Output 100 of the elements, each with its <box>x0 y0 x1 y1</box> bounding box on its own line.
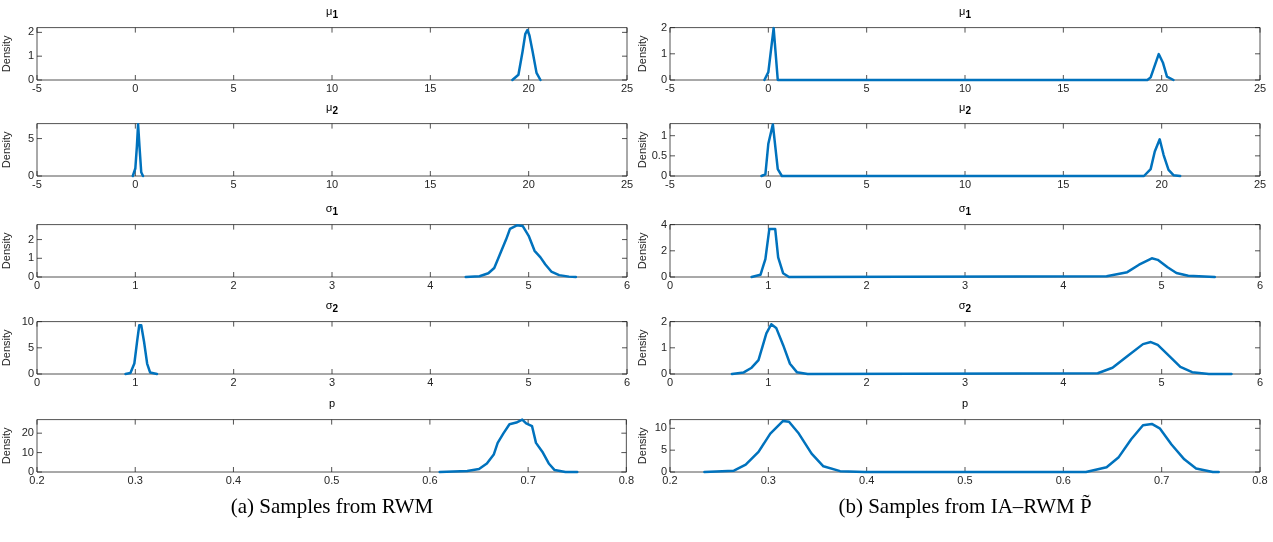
x-tick-label: 20 <box>1155 177 1168 190</box>
x-tick-label: 0.7 <box>520 473 536 486</box>
x-tick-label: 5 <box>863 177 870 190</box>
x-tick-label: 15 <box>1057 177 1070 190</box>
x-tick-label: 0.3 <box>127 473 143 486</box>
y-axis-title: Density <box>0 130 12 169</box>
x-tick-label: 6 <box>1256 375 1264 388</box>
text: (b) Samples from IA–RWM P̃ <box>837 494 1093 519</box>
x-tick-label: 1 <box>132 278 139 291</box>
x-tick-label: 2 <box>230 278 237 291</box>
y-tick-label: 0 <box>27 270 34 283</box>
y-tick-label: 0 <box>27 169 34 182</box>
y-tick-label: 0 <box>660 367 667 380</box>
x-tick-label: 0 <box>132 81 139 94</box>
x-tick-label: 0 <box>765 177 772 190</box>
chart-title: p <box>960 396 970 410</box>
y-tick-label: 0 <box>660 73 667 86</box>
y-tick-label: 4 <box>660 217 667 230</box>
x-tick-label: 4 <box>427 278 434 291</box>
x-tick-label: 3 <box>961 278 969 291</box>
x-tick-label: 3 <box>328 278 336 291</box>
x-tick-label: 0.8 <box>1252 473 1268 486</box>
x-tick-label: 20 <box>522 81 535 94</box>
y-axis-title: Density <box>0 328 12 367</box>
x-tick-label: 0.3 <box>760 473 776 486</box>
x-tick-label: 0 <box>132 177 139 190</box>
y-tick-label: 20 <box>21 426 34 439</box>
x-tick-label: 4 <box>427 375 434 388</box>
x-tick-label: 10 <box>958 81 972 94</box>
x-tick-label: 5 <box>230 177 237 190</box>
y-tick-label: 2 <box>660 243 667 256</box>
x-tick-label: 5 <box>1158 375 1165 388</box>
x-tick-label: 15 <box>424 81 437 94</box>
x-tick-label: 4 <box>1060 278 1067 291</box>
y-tick-label: 0 <box>27 465 34 478</box>
y-axis-title: Density <box>635 328 648 367</box>
x-tick-label: 15 <box>1057 81 1070 94</box>
y-axis-title: Density <box>635 130 648 169</box>
x-tick-label: 5 <box>1158 278 1165 291</box>
x-tick-label: 5 <box>230 81 237 94</box>
y-axis-title: Density <box>0 426 12 465</box>
x-tick-label: 0.5 <box>957 473 973 486</box>
x-tick-label: 6 <box>623 375 631 388</box>
y-tick-label: 2 <box>27 25 34 38</box>
y-tick-label: 0 <box>27 73 34 86</box>
x-tick-label: 5 <box>525 375 532 388</box>
x-tick-label: 15 <box>424 177 437 190</box>
x-tick-label: 10 <box>325 177 339 190</box>
y-tick-label: 0 <box>660 270 667 283</box>
y-tick-label: 10 <box>21 445 34 458</box>
x-tick-label: 6 <box>1256 278 1264 291</box>
x-tick-label: 20 <box>1155 81 1168 94</box>
x-tick-label: 5 <box>525 278 532 291</box>
y-tick-label: 0 <box>660 169 667 182</box>
x-tick-label: 25 <box>620 81 634 94</box>
y-tick-label: 0 <box>660 465 667 478</box>
x-tick-label: 25 <box>620 177 634 190</box>
x-tick-label: 1 <box>765 375 772 388</box>
y-tick-label: 1 <box>27 251 34 264</box>
x-tick-label: 0.7 <box>1154 473 1170 486</box>
x-tick-label: 1 <box>765 278 772 291</box>
x-tick-label: -5 <box>32 81 42 94</box>
x-tick-label: -5 <box>32 177 42 190</box>
y-axis-title: Density <box>635 34 648 73</box>
x-tick-label: 4 <box>1060 375 1067 388</box>
x-tick-label: 2 <box>863 375 870 388</box>
x-tick-label: 0.4 <box>225 473 242 486</box>
y-tick-label: 1 <box>660 46 667 59</box>
x-tick-label: 0.8 <box>618 473 634 486</box>
x-tick-label: 3 <box>328 375 336 388</box>
x-tick-label: 0.6 <box>422 473 438 486</box>
y-tick-label: 10 <box>654 421 667 434</box>
x-tick-label: 2 <box>230 375 237 388</box>
y-tick-label: 5 <box>660 443 667 456</box>
text: (a) Samples from RWM <box>229 494 435 519</box>
y-tick-label: 1 <box>27 49 34 62</box>
chart-title: p <box>327 396 337 410</box>
x-tick-label: 0.4 <box>859 473 875 486</box>
x-tick-label: 10 <box>958 177 972 190</box>
y-tick-label: 5 <box>27 131 34 144</box>
x-tick-label: 2 <box>863 278 870 291</box>
y-tick-label: 2 <box>27 232 34 245</box>
y-axis-title: Density <box>0 231 12 270</box>
y-tick-label: 0 <box>27 367 34 380</box>
x-tick-label: 0.6 <box>1055 473 1071 486</box>
x-tick-label: 25 <box>1253 81 1267 94</box>
x-tick-label: 20 <box>522 177 535 190</box>
y-axis-title: Density <box>635 426 648 465</box>
y-tick-label: 1 <box>660 128 667 141</box>
x-tick-label: -5 <box>665 81 675 94</box>
x-tick-label: 0 <box>765 81 772 94</box>
x-tick-label: -5 <box>665 177 675 190</box>
y-tick-label: 2 <box>660 314 667 327</box>
x-tick-label: 10 <box>325 81 339 94</box>
y-axis-title: Density <box>0 34 12 73</box>
x-tick-label: 3 <box>961 375 969 388</box>
x-tick-label: 6 <box>623 278 631 291</box>
y-tick-label: 0.5 <box>651 148 667 161</box>
x-tick-label: 5 <box>863 81 870 94</box>
y-tick-label: 2 <box>660 20 667 33</box>
